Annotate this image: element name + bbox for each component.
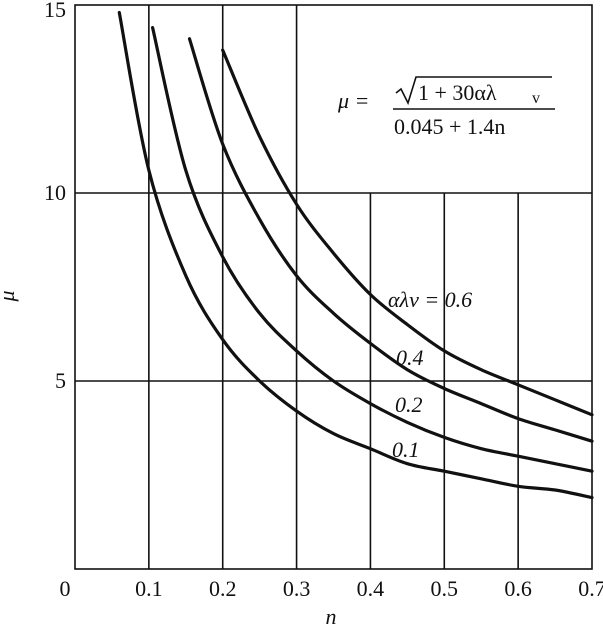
plot-frame (74, 4, 593, 570)
x-tick-0.6: 0.6 (504, 576, 532, 601)
series-line-1 (187, 37, 594, 443)
grid (74, 4, 593, 570)
series-line-2 (151, 26, 594, 473)
y-tick-15: 15 (44, 0, 66, 22)
x-tick-0: 0 (60, 576, 71, 601)
y-axis-label: μ (0, 290, 19, 302)
formula: μ = 1 + 30αλ v 0.045 + 1.4n (337, 76, 555, 139)
series-line-0 (221, 48, 594, 417)
sqrt-sign (395, 76, 552, 106)
x-tick-0.1: 0.1 (135, 576, 163, 601)
curve-label-0.6: αλv = 0.6 (388, 287, 472, 312)
formula-numerator-sub: v (532, 90, 540, 107)
series-line-3 (117, 10, 594, 500)
x-tick-0.2: 0.2 (209, 576, 237, 601)
x-tick-0.3: 0.3 (283, 576, 311, 601)
x-tick-0.4: 0.4 (357, 576, 385, 601)
curve-label-0.1: 0.1 (392, 437, 420, 462)
x-axis-label: n (326, 604, 337, 628)
y-tick-5: 5 (55, 368, 66, 393)
formula-lhs: μ = (337, 88, 369, 113)
curve-label-0.2: 0.2 (395, 392, 423, 417)
curve-label-0.4: 0.4 (396, 345, 424, 370)
curves (117, 10, 594, 500)
tick-labels: 0 0.1 0.2 0.3 0.4 0.5 0.6 0.7 5 10 15 (44, 0, 603, 601)
x-tick-0.7: 0.7 (578, 576, 603, 601)
x-tick-0.5: 0.5 (431, 576, 459, 601)
y-tick-10: 10 (44, 180, 66, 205)
formula-numerator: 1 + 30αλ (418, 80, 497, 105)
formula-denominator: 0.045 + 1.4n (394, 114, 505, 139)
